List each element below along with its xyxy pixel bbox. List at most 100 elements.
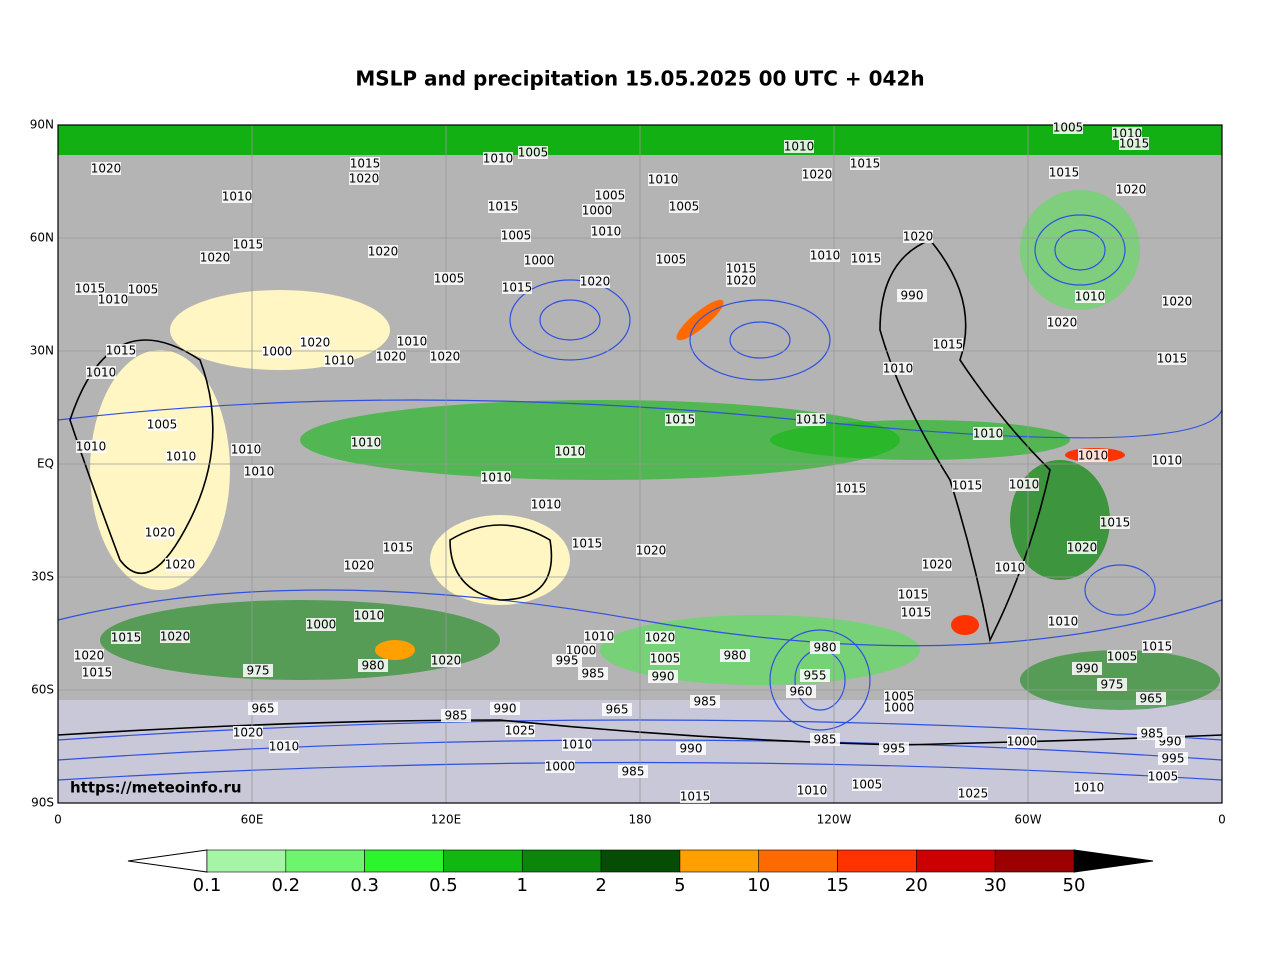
isobar-label: 1015 [350,157,381,171]
isobar-label: 1010 [584,630,615,644]
isobar-label: 1015 [851,252,882,266]
isobar-label: 1010 [591,225,622,239]
isobar-label-bg [1048,615,1078,628]
isobar-label-bg [501,229,531,242]
isobar-label: 1010 [222,190,253,204]
isobar-label-bg [82,666,112,679]
isobar-label: 1020 [1047,316,1078,330]
isobar-label: 1015 [901,606,932,620]
isobar-label: 1010 [648,173,679,187]
isobar-label: 985 [814,733,837,747]
isobar-label-bg [676,742,706,755]
isobar-label-bg [720,649,750,662]
isobar-label: 985 [694,695,717,709]
isobar-label-bg [483,152,513,165]
isobar-label: 1015 [726,262,757,276]
colorbar-box [364,849,444,873]
isobar-label: 1015 [106,344,137,358]
isobar-label-bg [145,526,175,539]
colorbar-box [600,849,681,873]
isobar-label: 1015 [75,282,106,296]
isobar-label: 1010 [481,471,512,485]
isobar-label-bg [502,281,532,294]
isobar-label: 1015 [233,238,264,252]
colorbar-box [521,849,602,873]
isobar-label: 1015 [680,790,711,804]
isobar-label: 1010 [1048,615,1079,629]
isobar-label-bg [351,436,381,449]
isobar-label-bg [797,784,827,797]
isobar-label: 1020 [300,336,331,350]
isobar-label-bg [903,230,933,243]
isobar-label: 1000 [262,345,293,359]
isobar-label-bg [165,558,195,571]
isobar-label: 1005 [852,778,883,792]
lon-label: 0 [54,813,62,827]
isobar-label: 1010 [354,609,385,623]
isobar-label-bg [602,703,632,716]
isobar-label-bg [578,667,608,680]
source-url: https://meteoinfo.ru [70,779,242,797]
isobar-label-bg [1097,678,1127,691]
isobar-label: 1020 [160,630,191,644]
isobar-label-bg [222,190,252,203]
isobar-label: 1000 [1007,735,1038,749]
isobar-label: 990 [494,702,517,716]
isobar-label: 1015 [1100,516,1131,530]
isobar-label: 1015 [665,413,696,427]
isobar-label: 1015 [898,588,929,602]
isobar-label: 1020 [145,526,176,540]
isobar-label: 1020 [344,559,375,573]
isobar-label: 1005 [884,690,915,704]
isobar-label: 985 [622,765,645,779]
isobar-label: 1025 [958,787,989,801]
lon-label: 60W [1014,813,1041,827]
colorbar-label: 30 [984,875,1007,896]
isobar-label: 1005 [1053,121,1084,135]
isobar-label-bg [690,695,720,708]
isobar-label-bg [269,740,299,753]
isobar-label: 1020 [580,275,611,289]
isobar-label-bg [810,641,840,654]
isobar-label-bg [1136,692,1166,705]
isobar-label: 1020 [1116,183,1147,197]
isobar-label-bg [1007,735,1037,748]
isobar-label-bg [1148,770,1178,783]
isobar-label-bg [1067,541,1097,554]
isobar-label: 1020 [349,172,380,186]
isobar-label-bg [883,362,913,375]
isobar-label: 985 [1141,727,1164,741]
isobar-label-bg [233,238,263,251]
isobar-label: 975 [247,664,270,678]
isobar-label-bg [1009,478,1039,491]
isobar-label-bg [810,249,840,262]
isobar-label-bg [490,702,520,715]
isobar-label: 1010 [1074,781,1105,795]
isobar-label: 990 [680,742,703,756]
lat-label: 30S [31,570,54,584]
isobar-label: 1010 [1078,449,1109,463]
isobar-label: 1010 [973,427,1004,441]
isobar-label-bg [524,254,554,267]
isobar-label: 1025 [505,724,536,738]
isobar-label: 1020 [200,251,231,265]
isobar-label-bg [1137,727,1167,740]
isobar-label: 1020 [922,558,953,572]
lat-label: EQ [37,457,54,471]
isobar-label-bg [1053,121,1083,134]
isobar-label-bg [1072,662,1102,675]
isobar-label-bg [1142,640,1172,653]
isobar-label: 1015 [933,338,964,352]
colorbar: 0.1 0.2 0.3 0.5 1 2 5 10 15 20 30 50 [127,849,1154,896]
isobar-label-bg [584,630,614,643]
isobar-label-bg [884,690,914,703]
isobar-label-bg [656,253,686,266]
isobar-label: 1005 [1107,650,1138,664]
isobar-label: 1010 [810,249,841,263]
isobar-label-bg [726,262,756,275]
isobar-label: 1005 [518,146,549,160]
isobar-label: 1015 [1142,640,1173,654]
isobar-label: 1020 [165,558,196,572]
isobar-label-bg [552,654,582,667]
